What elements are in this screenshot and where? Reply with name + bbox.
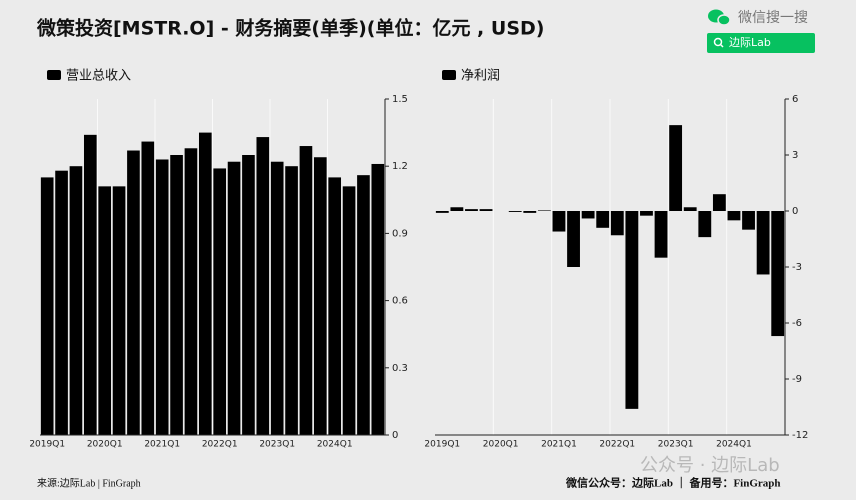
y-tick-label: 0.6 — [392, 296, 408, 307]
search-button[interactable] — [707, 33, 815, 53]
bar — [213, 168, 227, 435]
bar — [40, 177, 54, 435]
bar — [357, 175, 370, 435]
y-tick-label: 1.2 — [392, 161, 408, 172]
search-label: 微信搜一搜 — [738, 10, 808, 26]
bar — [669, 125, 683, 211]
bar — [727, 211, 741, 221]
bar — [581, 211, 595, 219]
watermark: 公众号 · 边际Lab — [640, 455, 780, 476]
bar — [328, 177, 342, 435]
source: 来源:边际Lab | FinGraph — [37, 476, 141, 489]
wechat-icon — [708, 9, 731, 26]
bar — [69, 166, 83, 435]
y-tick-label: 0 — [792, 206, 798, 217]
y-tick-label: -6 — [792, 318, 802, 329]
x-tick-label: 2023Q1 — [259, 440, 295, 450]
bar — [567, 211, 580, 267]
bar — [112, 186, 126, 435]
x-tick-label: 2024Q1 — [716, 440, 752, 450]
bar — [508, 211, 522, 212]
x-tick-label: 2021Q1 — [144, 440, 180, 450]
x-tick-label: 2021Q1 — [541, 440, 577, 450]
bar — [654, 211, 668, 258]
bar — [184, 148, 198, 435]
bar — [712, 194, 726, 211]
bar — [756, 211, 770, 275]
y-tick-label: -9 — [792, 374, 802, 385]
bar — [170, 155, 183, 435]
y-tick-label: 0.3 — [392, 363, 408, 374]
bar — [270, 161, 284, 435]
bar — [141, 141, 155, 435]
legend-label: 净利润 — [461, 69, 500, 84]
y-tick-label: -12 — [792, 430, 808, 441]
x-tick-label: 2019Q1 — [424, 440, 460, 450]
x-tick-label: 2020Q1 — [87, 440, 123, 450]
search-icon — [713, 37, 723, 47]
y-tick-label: 3 — [792, 150, 798, 161]
bar — [55, 170, 68, 435]
bar — [552, 211, 566, 232]
bar — [479, 209, 493, 211]
page-title: 微策投资[MSTR.O] - 财务摘要(单季)(单位：亿元 , USD) — [36, 17, 544, 40]
y-tick-label: 0.9 — [392, 228, 408, 239]
bar — [683, 207, 697, 211]
y-tick-label: 6 — [792, 94, 798, 105]
bar — [285, 166, 298, 435]
bar — [596, 211, 610, 228]
x-tick-label: 2022Q1 — [202, 440, 238, 450]
bar — [435, 211, 449, 213]
search-button-label: 边际Lab — [729, 36, 771, 49]
bar — [98, 186, 112, 435]
legend-swatch — [442, 70, 456, 80]
bar — [313, 157, 327, 436]
y-tick-label: 1.5 — [392, 94, 408, 105]
bar — [371, 163, 385, 435]
legend-label: 营业总收入 — [66, 69, 131, 84]
bar — [83, 134, 97, 435]
bar — [465, 209, 478, 211]
bar — [537, 210, 551, 211]
search-icon — [719, 43, 724, 48]
x-tick-label: 2023Q1 — [658, 440, 694, 450]
bar — [523, 211, 537, 213]
accounts: 微信公众号：边际Lab ｜ 备用号：FinGraph — [565, 476, 781, 490]
bar — [610, 211, 624, 236]
bar — [227, 161, 241, 435]
x-tick-label: 2024Q1 — [317, 440, 353, 450]
bar — [127, 150, 140, 435]
x-tick-label: 2022Q1 — [599, 440, 635, 450]
bar — [342, 186, 356, 435]
bar — [742, 211, 755, 230]
y-tick-label: 0 — [392, 430, 398, 441]
bar — [625, 211, 639, 409]
x-tick-label: 2020Q1 — [483, 440, 519, 450]
bar — [698, 211, 712, 238]
y-tick-label: -3 — [792, 262, 802, 273]
bar — [771, 211, 785, 337]
bar — [450, 207, 464, 211]
bar — [242, 155, 255, 435]
bar — [256, 137, 270, 435]
legend-swatch — [47, 70, 61, 80]
x-tick-label: 2019Q1 — [29, 440, 65, 450]
bar — [299, 146, 313, 436]
bar — [640, 211, 653, 216]
bar — [198, 132, 212, 435]
bar — [155, 159, 169, 436]
